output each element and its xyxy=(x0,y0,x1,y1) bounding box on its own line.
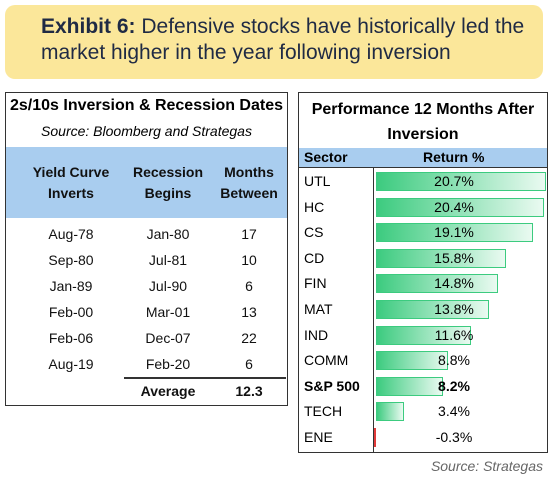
sector-row: FIN14.8% xyxy=(299,271,547,297)
average-label: Average xyxy=(140,383,196,399)
sector-row: COMM 8.8% xyxy=(304,351,470,371)
return-bar xyxy=(376,274,498,294)
left-table: 2s/10s Inversion & Recession Dates Sourc… xyxy=(5,92,288,406)
average-rule xyxy=(124,377,286,379)
table-cell: Mar-01 xyxy=(145,304,191,320)
right-table: Performance 12 Months After Inversion Se… xyxy=(298,92,548,453)
table-cell: Feb-00 xyxy=(48,304,94,320)
return-bar xyxy=(373,428,376,447)
column-divider xyxy=(373,168,374,452)
return-bar xyxy=(376,172,546,191)
left-body: Yield Curve Inverts Recession Begins Month… xyxy=(6,93,287,405)
sector-label: CD xyxy=(304,249,325,266)
sector-label: IND xyxy=(304,326,329,343)
sector-row: S&P 500 8.2% xyxy=(304,376,470,396)
return-bar xyxy=(376,197,544,217)
table-cell: Jul-90 xyxy=(148,278,188,294)
table-cell: 10 xyxy=(241,252,257,268)
header-label: Exhibit 6: xyxy=(41,15,136,38)
return-header: Return % xyxy=(423,149,485,165)
sector-label: CS xyxy=(304,224,324,241)
sector-row: CD15.8% xyxy=(299,246,547,272)
sector-row: IND11.6% xyxy=(299,323,547,349)
table-cell: Aug-19 xyxy=(48,356,94,372)
sector-row: ENE -0.3% xyxy=(304,428,473,447)
sector-label: MAT xyxy=(304,301,333,317)
table-cell: Aug-78 xyxy=(48,226,94,242)
sector-label: COMM xyxy=(304,352,349,369)
return-bar xyxy=(376,402,404,422)
left-header-row xyxy=(6,147,287,218)
return-bar xyxy=(376,325,472,345)
table-cell: 22 xyxy=(241,330,257,346)
table-cell: 6 xyxy=(245,278,253,294)
return-bar xyxy=(376,223,533,243)
sector-label: TECH xyxy=(304,403,343,420)
table-cell: Jan-80 xyxy=(146,226,190,242)
sector-label: ENE xyxy=(304,429,333,445)
return-bar xyxy=(376,248,506,268)
right-body: UTL20.7%HC20.4%CS19.1%CD15.8%FIN14.8%MAT… xyxy=(299,169,547,453)
left-title: 2s/10s Inversion & Recession Dates xyxy=(9,97,284,114)
table-cell: 13 xyxy=(241,304,257,320)
sector-row: CS19.1% xyxy=(299,220,547,246)
sector-label: S&P 500 xyxy=(304,377,360,394)
sector-label: HC xyxy=(304,198,325,215)
column-header: Yield Curve Inverts xyxy=(32,164,110,201)
return-bar xyxy=(376,351,449,371)
sector-row: HC20.4% xyxy=(299,195,547,221)
header-text: Defensive stocks have historically led t… xyxy=(41,15,525,64)
table-cell: Jan-89 xyxy=(49,278,93,294)
right-title: Performance 12 Months After Inversion xyxy=(311,101,535,143)
sector-label: FIN xyxy=(304,275,327,292)
table-cell: Feb-06 xyxy=(48,330,94,346)
footer-source: Source: Strategas xyxy=(430,458,543,474)
sector-row: MAT13.8% xyxy=(299,297,547,323)
return-bar xyxy=(376,376,444,396)
sector-label: UTL xyxy=(304,173,331,189)
sector-row: UTL20.7% xyxy=(299,169,547,195)
header: Exhibit 6: Defensive stocks have histori… xyxy=(5,5,543,79)
table-cell: Dec-07 xyxy=(145,330,191,346)
left-source: Source: Bloomberg and Strategas xyxy=(41,123,252,139)
table-cell: 17 xyxy=(241,226,257,242)
sector-header: Sector xyxy=(304,149,348,165)
table-cell: Jul-81 xyxy=(148,252,188,268)
right-header-row: Sector Return % xyxy=(299,148,547,168)
column-header: Months Between xyxy=(220,164,278,201)
table-cell: Feb-20 xyxy=(145,356,191,372)
table-cell: Sep-80 xyxy=(48,252,94,268)
sector-row: TECH 3.4% xyxy=(304,402,470,422)
return-bar xyxy=(376,300,490,319)
average-value: 12.3 xyxy=(235,383,263,399)
column-header: Recession Begins xyxy=(132,164,204,201)
table-cell: 6 xyxy=(245,356,253,372)
